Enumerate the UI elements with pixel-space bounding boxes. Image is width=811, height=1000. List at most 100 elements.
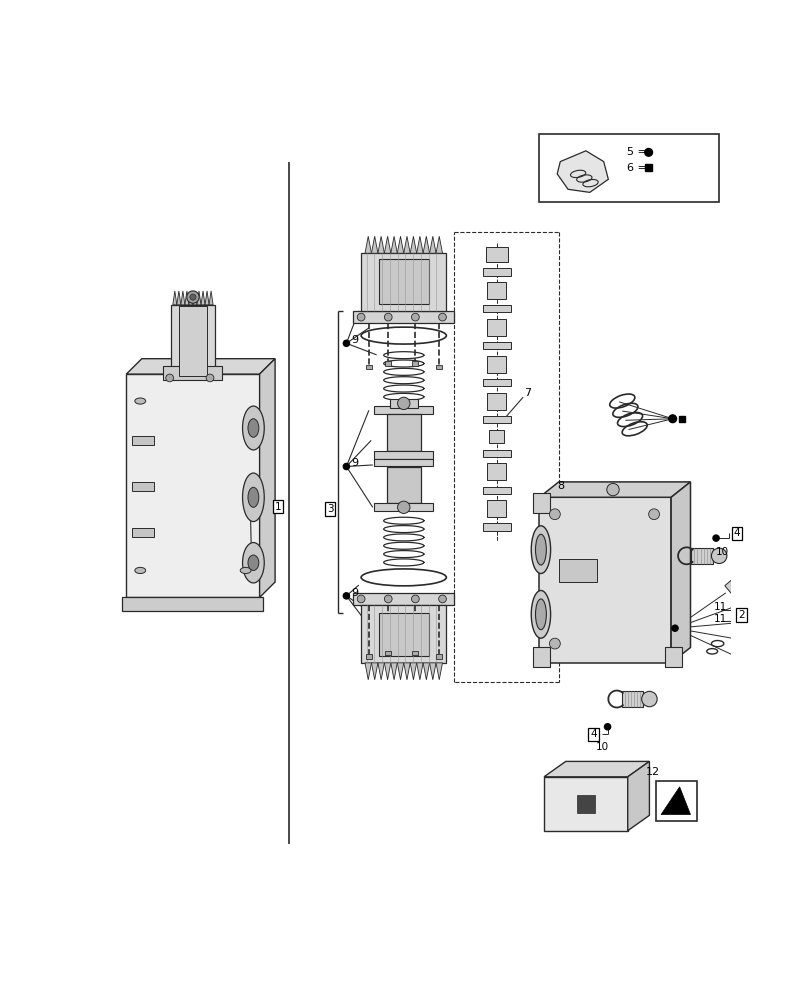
Circle shape: [165, 374, 174, 382]
Text: 9: 9: [350, 458, 358, 468]
Bar: [483, 416, 510, 423]
Bar: [379, 613, 428, 656]
Polygon shape: [377, 236, 384, 253]
Bar: [483, 268, 510, 276]
Ellipse shape: [242, 543, 264, 583]
Ellipse shape: [240, 567, 251, 574]
Polygon shape: [423, 236, 429, 253]
Polygon shape: [181, 291, 185, 305]
Ellipse shape: [534, 599, 546, 630]
Text: 2: 2: [737, 610, 744, 620]
Ellipse shape: [135, 398, 145, 404]
Polygon shape: [436, 236, 442, 253]
Polygon shape: [397, 236, 403, 253]
Circle shape: [438, 313, 446, 321]
Text: 11: 11: [713, 602, 726, 612]
Circle shape: [357, 595, 365, 603]
Polygon shape: [539, 482, 689, 497]
Circle shape: [384, 595, 392, 603]
Bar: [690, 548, 712, 564]
Circle shape: [343, 593, 349, 599]
Ellipse shape: [242, 473, 264, 522]
Polygon shape: [205, 291, 208, 305]
Bar: [485, 247, 507, 262]
Ellipse shape: [247, 487, 259, 507]
Circle shape: [751, 590, 762, 601]
Bar: [365, 654, 371, 659]
Ellipse shape: [534, 534, 546, 565]
Polygon shape: [416, 236, 423, 253]
Bar: [487, 463, 505, 480]
Bar: [483, 523, 510, 531]
Circle shape: [343, 340, 349, 346]
Polygon shape: [197, 291, 201, 305]
Circle shape: [397, 397, 410, 410]
Bar: [374, 451, 432, 459]
Text: 1: 1: [275, 502, 281, 512]
Text: 5 =: 5 =: [626, 147, 646, 157]
Text: 10: 10: [715, 547, 728, 557]
Text: 6 =: 6 =: [626, 163, 646, 173]
Bar: [488, 430, 504, 443]
Polygon shape: [403, 236, 410, 253]
Polygon shape: [365, 236, 371, 253]
Bar: [132, 436, 154, 445]
Circle shape: [740, 570, 751, 581]
Text: 9: 9: [350, 588, 358, 598]
Circle shape: [411, 595, 418, 603]
Polygon shape: [177, 291, 181, 305]
Polygon shape: [436, 663, 442, 680]
Bar: [386, 414, 420, 451]
Bar: [558, 559, 597, 582]
Ellipse shape: [242, 406, 264, 450]
Polygon shape: [201, 291, 205, 305]
Polygon shape: [384, 236, 390, 253]
Bar: [539, 134, 719, 202]
Circle shape: [603, 724, 610, 730]
Bar: [374, 459, 432, 466]
Circle shape: [549, 509, 560, 520]
Text: 10: 10: [595, 742, 608, 752]
Circle shape: [549, 638, 560, 649]
Polygon shape: [122, 597, 263, 611]
Text: 12: 12: [645, 767, 659, 777]
Polygon shape: [627, 761, 649, 831]
Bar: [361, 605, 446, 663]
Ellipse shape: [135, 567, 145, 574]
Bar: [533, 647, 550, 667]
Ellipse shape: [247, 555, 259, 570]
Text: 8: 8: [556, 481, 564, 491]
Polygon shape: [377, 663, 384, 680]
Bar: [386, 466, 420, 503]
Bar: [374, 503, 432, 511]
Polygon shape: [416, 663, 423, 680]
Bar: [487, 500, 505, 517]
Bar: [483, 342, 510, 349]
Polygon shape: [671, 482, 689, 663]
Polygon shape: [429, 236, 436, 253]
Polygon shape: [260, 359, 275, 597]
Polygon shape: [390, 663, 397, 680]
Polygon shape: [539, 497, 671, 663]
Bar: [384, 361, 391, 366]
Polygon shape: [185, 291, 189, 305]
Ellipse shape: [247, 419, 259, 437]
Bar: [483, 487, 510, 494]
Bar: [487, 319, 505, 336]
Ellipse shape: [530, 526, 550, 574]
Circle shape: [668, 415, 676, 423]
Bar: [435, 654, 441, 659]
Polygon shape: [371, 663, 377, 680]
Bar: [483, 305, 510, 312]
Bar: [384, 651, 391, 655]
Text: 4: 4: [733, 528, 740, 538]
Circle shape: [644, 148, 652, 156]
Circle shape: [712, 535, 719, 541]
Polygon shape: [189, 291, 193, 305]
Circle shape: [190, 294, 195, 300]
Polygon shape: [397, 663, 403, 680]
Bar: [655, 781, 696, 821]
Polygon shape: [173, 291, 177, 305]
Bar: [487, 282, 505, 299]
Polygon shape: [739, 633, 762, 647]
